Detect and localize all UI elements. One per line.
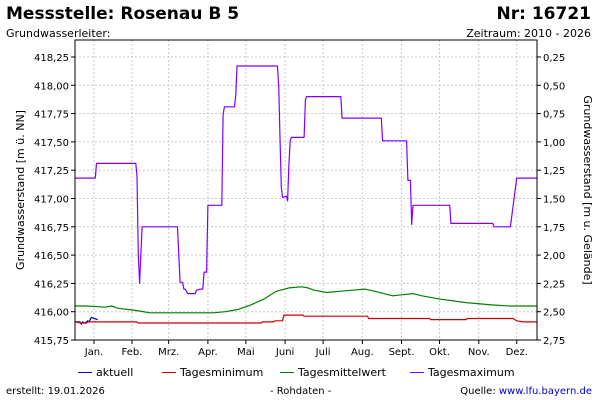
y-axis-title-right: Grundwasserstand [m u. Gelände] [581, 95, 594, 284]
y-tick-label-right: 1,50 [543, 194, 565, 205]
legend-item-tagesmittelwert: Tagesmittelwert [280, 366, 386, 379]
y-tick-label-right: 2,50 [543, 308, 565, 319]
y-tick-label-left: 416,25 [34, 279, 69, 290]
created-date: erstellt: 19.01.2026 [6, 386, 105, 397]
x-tick-label: Aug. [351, 347, 374, 358]
groundwater-chart: 415,75 416,00 416,25 416,50 416,75 417,00 417,… [14, 39, 594, 358]
chart-legend: aktuell Tagesminimum Tagesmittelwert Tagesm… [0, 366, 600, 380]
legend-label: Tagesminimum [180, 366, 264, 379]
legend-swatch [280, 371, 294, 373]
y-tick-label-right: 2,75 [543, 336, 565, 347]
legend-label: Tagesmittelwert [298, 366, 386, 379]
y-tick-label-left: 417,25 [34, 166, 69, 177]
plot-area [75, 40, 537, 340]
y-tick-label-right: 0,50 [543, 81, 565, 92]
y-tick-label-right: 1,25 [543, 166, 565, 177]
legend-swatch [78, 371, 92, 373]
series-line-tagesmittelwert [75, 286, 537, 314]
x-tick-label: Juni [275, 347, 294, 358]
plot-frame [74, 39, 538, 341]
legend-label: aktuell [96, 366, 134, 379]
y-tick-label-left: 418,00 [34, 81, 69, 92]
y-axis-title-left: Grundwasserstand [m ü. NN] [14, 110, 27, 270]
x-tick-label: Jan. [84, 347, 104, 358]
y-tick-label-left: 415,75 [34, 336, 69, 347]
legend-swatch [410, 371, 424, 373]
raw-data-note: - Rohdaten - [270, 386, 332, 397]
source-label: Quelle: [460, 386, 499, 397]
x-tick-label: Feb. [122, 347, 143, 358]
y-tick-label-left: 417,75 [34, 110, 69, 121]
x-tick-label: Apr. [198, 347, 218, 358]
y-tick-label-right: 1,75 [543, 223, 565, 234]
source-note: Quelle: www.lfu.bayern.de [460, 386, 592, 397]
x-tick-label: Okt. [429, 347, 450, 358]
y-tick-label-left: 418,25 [34, 53, 69, 64]
station-number: Nr: 16721 [496, 4, 591, 24]
aquifer-label: Grundwasserleiter: [6, 27, 111, 40]
y-tick-label-right: 2,00 [543, 251, 565, 262]
y-tick-label-left: 417,00 [34, 194, 69, 205]
legend-label: Tagesmaximum [428, 366, 515, 379]
legend-swatch [162, 371, 176, 373]
x-tick-label: Sept. [389, 347, 415, 358]
period-label: Zeitraum: 2010 - 2026 [466, 27, 591, 40]
legend-item-tagesmaximum: Tagesmaximum [410, 366, 515, 379]
x-tick-label: Mrz. [158, 347, 179, 358]
x-tick-label: Mai [237, 347, 255, 358]
source-link[interactable]: www.lfu.bayern.de [498, 386, 592, 397]
station-title: Messstelle: Rosenau B 5 [6, 4, 240, 24]
y-tick-label-right: 1,00 [543, 138, 565, 149]
legend-item-aktuell: aktuell [78, 366, 133, 379]
x-tick-label: Juli [315, 347, 331, 358]
y-tick-label-left: 416,00 [34, 308, 69, 319]
y-tick-label-right: 0,25 [543, 53, 565, 64]
y-tick-label-right: 0,75 [543, 110, 565, 121]
y-tick-label-right: 2,25 [543, 279, 565, 290]
y-tick-label-left: 416,50 [34, 251, 69, 262]
series-line-tagesmaximum [75, 65, 537, 295]
y-tick-label-left: 416,75 [34, 223, 69, 234]
legend-item-tagesminimum: Tagesminimum [162, 366, 263, 379]
series-line-tagesminimum [74, 314, 537, 324]
x-tick-label: Nov. [468, 347, 490, 358]
x-tick-label: Dez. [506, 347, 528, 358]
y-tick-label-left: 417,50 [34, 138, 69, 149]
